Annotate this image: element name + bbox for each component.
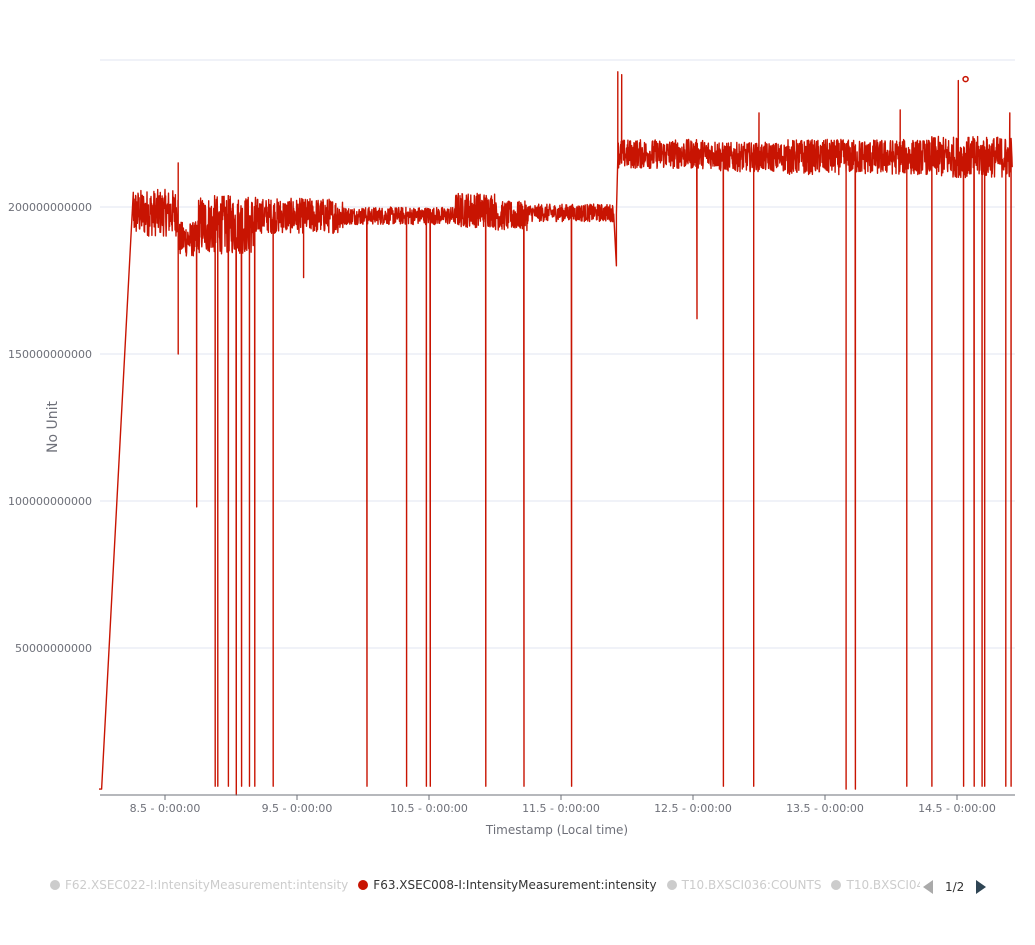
x-tick-label: 14.5 - 0:00:00 (918, 802, 996, 815)
y-tick-label: 200000000000 (8, 201, 92, 214)
legend-item[interactable]: F62.XSEC022-I:IntensityMeasurement:inten… (50, 878, 348, 892)
legend-dot-icon (666, 880, 677, 890)
legend-pager: 1/2 (923, 878, 987, 896)
legend-item-label: F63.XSEC008-I:IntensityMeasurement:inten… (373, 878, 657, 892)
legend-dot-icon (358, 880, 369, 890)
y-tick-label: 50000000000 (15, 642, 92, 655)
legend-item-label: T10.BXSCI04 (846, 878, 920, 892)
legend-next-page-icon[interactable] (976, 880, 987, 894)
y-tick-labels: 50000000000 100000000000 150000000000 20000… (8, 201, 92, 655)
x-tick-label: 10.5 - 0:00:00 (390, 802, 468, 815)
x-tick-label: 8.5 - 0:00:00 (130, 802, 201, 815)
legend-item-label: F62.XSEC022-I:IntensityMeasurement:inten… (65, 878, 349, 892)
x-tick-label: 11.5 - 0:00:00 (522, 802, 600, 815)
legend-item-label: T10.BXSCI036:COUNTS (681, 878, 822, 892)
x-tick-label: 9.5 - 0:00:00 (262, 802, 333, 815)
x-tick-label: 12.5 - 0:00:00 (654, 802, 732, 815)
legend-page-indicator: 1/2 (945, 880, 965, 894)
series-line[interactable] (98, 71, 1013, 796)
legend-dot-icon (50, 880, 60, 890)
legend-dot-icon (831, 880, 842, 890)
legend: F62.XSEC022-I:IntensityMeasurement:inten… (50, 878, 990, 896)
y-tick-label: 150000000000 (8, 348, 92, 361)
legend-items: F62.XSEC022-I:IntensityMeasurement:inten… (50, 878, 920, 892)
x-axis-label: Timestamp (Local time) (485, 823, 628, 837)
x-tick-labels: 8.5 - 0:00:00 9.5 - 0:00:00 10.5 - 0:00:00… (130, 795, 996, 815)
x-tick-label: 13.5 - 0:00:00 (786, 802, 864, 815)
y-axis-label: No Unit (45, 401, 61, 453)
highlight-point[interactable] (962, 75, 969, 83)
y-tick-label: 100000000000 (8, 495, 92, 508)
series-area (98, 71, 1013, 796)
legend-item[interactable]: T10.BXSCI036:COUNTS (666, 878, 822, 892)
legend-item[interactable]: F63.XSEC008-I:IntensityMeasurement:inten… (358, 878, 657, 892)
legend-item[interactable]: T10.BXSCI04 (831, 878, 920, 892)
legend-prev-page-icon[interactable] (923, 880, 933, 894)
